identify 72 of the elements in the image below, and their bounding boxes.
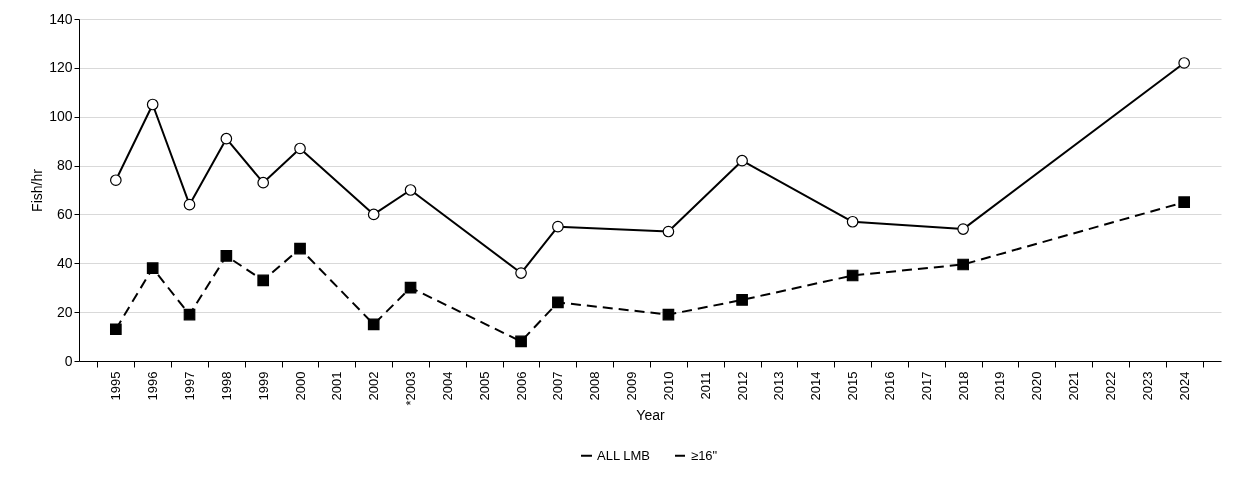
x-tick-label: 2013 bbox=[771, 371, 787, 401]
point bbox=[183, 308, 196, 321]
x-tick-label: 2017 bbox=[918, 371, 934, 401]
x-tick-label: 2010 bbox=[660, 371, 676, 401]
point bbox=[1178, 57, 1191, 69]
x-tick-label: 2002 bbox=[366, 371, 382, 401]
x-tick-label: 1997 bbox=[182, 371, 198, 401]
x-tick-label: 2011 bbox=[697, 371, 713, 400]
point bbox=[257, 274, 270, 287]
x-tick-label: 2021 bbox=[1066, 371, 1082, 401]
point bbox=[662, 225, 675, 238]
point bbox=[220, 132, 233, 145]
point bbox=[146, 262, 159, 275]
x-tick-label: 1996 bbox=[145, 371, 161, 401]
point bbox=[146, 98, 159, 111]
point bbox=[367, 208, 380, 221]
x-tick-label: 2008 bbox=[587, 371, 603, 401]
y-tick-label: 0 bbox=[64, 352, 73, 369]
legend-label: ≥16" bbox=[691, 447, 718, 463]
point bbox=[220, 250, 233, 262]
y-tick-label: 100 bbox=[49, 108, 73, 125]
x-tick-label: 2024 bbox=[1176, 371, 1192, 401]
point bbox=[404, 281, 417, 294]
x-tick-label: 2018 bbox=[955, 371, 971, 401]
x-tick-label: *2003 bbox=[403, 371, 419, 406]
x-tick-label: 1999 bbox=[255, 371, 271, 401]
point bbox=[515, 335, 527, 348]
point bbox=[515, 267, 527, 279]
y-axis-title: Fish/hr bbox=[29, 168, 46, 212]
point bbox=[294, 242, 306, 255]
x-tick-label: 1995 bbox=[108, 371, 124, 401]
point bbox=[1178, 196, 1191, 209]
point bbox=[552, 296, 564, 309]
x-tick-label: 2016 bbox=[881, 371, 897, 401]
x-tick-label: 2001 bbox=[329, 371, 345, 401]
y-tick-label: 140 bbox=[49, 10, 73, 27]
x-tick-label: 2006 bbox=[513, 371, 529, 401]
x-tick-label: 2020 bbox=[1029, 371, 1045, 401]
point bbox=[109, 323, 122, 336]
point bbox=[552, 220, 564, 233]
x-tick-label: 2012 bbox=[734, 371, 750, 401]
y-tick-label: 120 bbox=[49, 59, 73, 76]
point bbox=[257, 176, 270, 189]
y-tick-label: 40 bbox=[56, 254, 73, 271]
point bbox=[183, 198, 196, 211]
x-tick-label: 2015 bbox=[845, 371, 861, 401]
legend-label: ALL LMB bbox=[597, 447, 650, 463]
x-tick-label: 2019 bbox=[992, 371, 1008, 401]
point bbox=[404, 184, 417, 196]
point bbox=[846, 269, 859, 282]
x-tick-label: 2014 bbox=[808, 371, 824, 401]
point bbox=[846, 215, 859, 228]
y-tick-label: 80 bbox=[56, 157, 73, 174]
x-tick-label: 2000 bbox=[292, 371, 308, 401]
point bbox=[662, 308, 675, 321]
x-tick-label: 2023 bbox=[1139, 371, 1155, 401]
x-tick-label: 2022 bbox=[1102, 371, 1118, 401]
x-tick-label: 1998 bbox=[218, 371, 234, 401]
point bbox=[736, 294, 748, 306]
x-tick-label: 2009 bbox=[624, 371, 640, 401]
point bbox=[367, 318, 380, 331]
point bbox=[957, 258, 969, 271]
x-tick-label: 2007 bbox=[550, 371, 566, 401]
point bbox=[957, 223, 969, 235]
x-axis-title: Year bbox=[636, 407, 665, 424]
point bbox=[294, 142, 306, 155]
x-tick-label: 2004 bbox=[439, 371, 455, 401]
y-tick-label: 20 bbox=[56, 303, 73, 320]
point bbox=[109, 174, 122, 187]
y-tick-label: 60 bbox=[56, 205, 73, 222]
x-tick-label: 2005 bbox=[476, 371, 492, 401]
point bbox=[736, 154, 748, 167]
